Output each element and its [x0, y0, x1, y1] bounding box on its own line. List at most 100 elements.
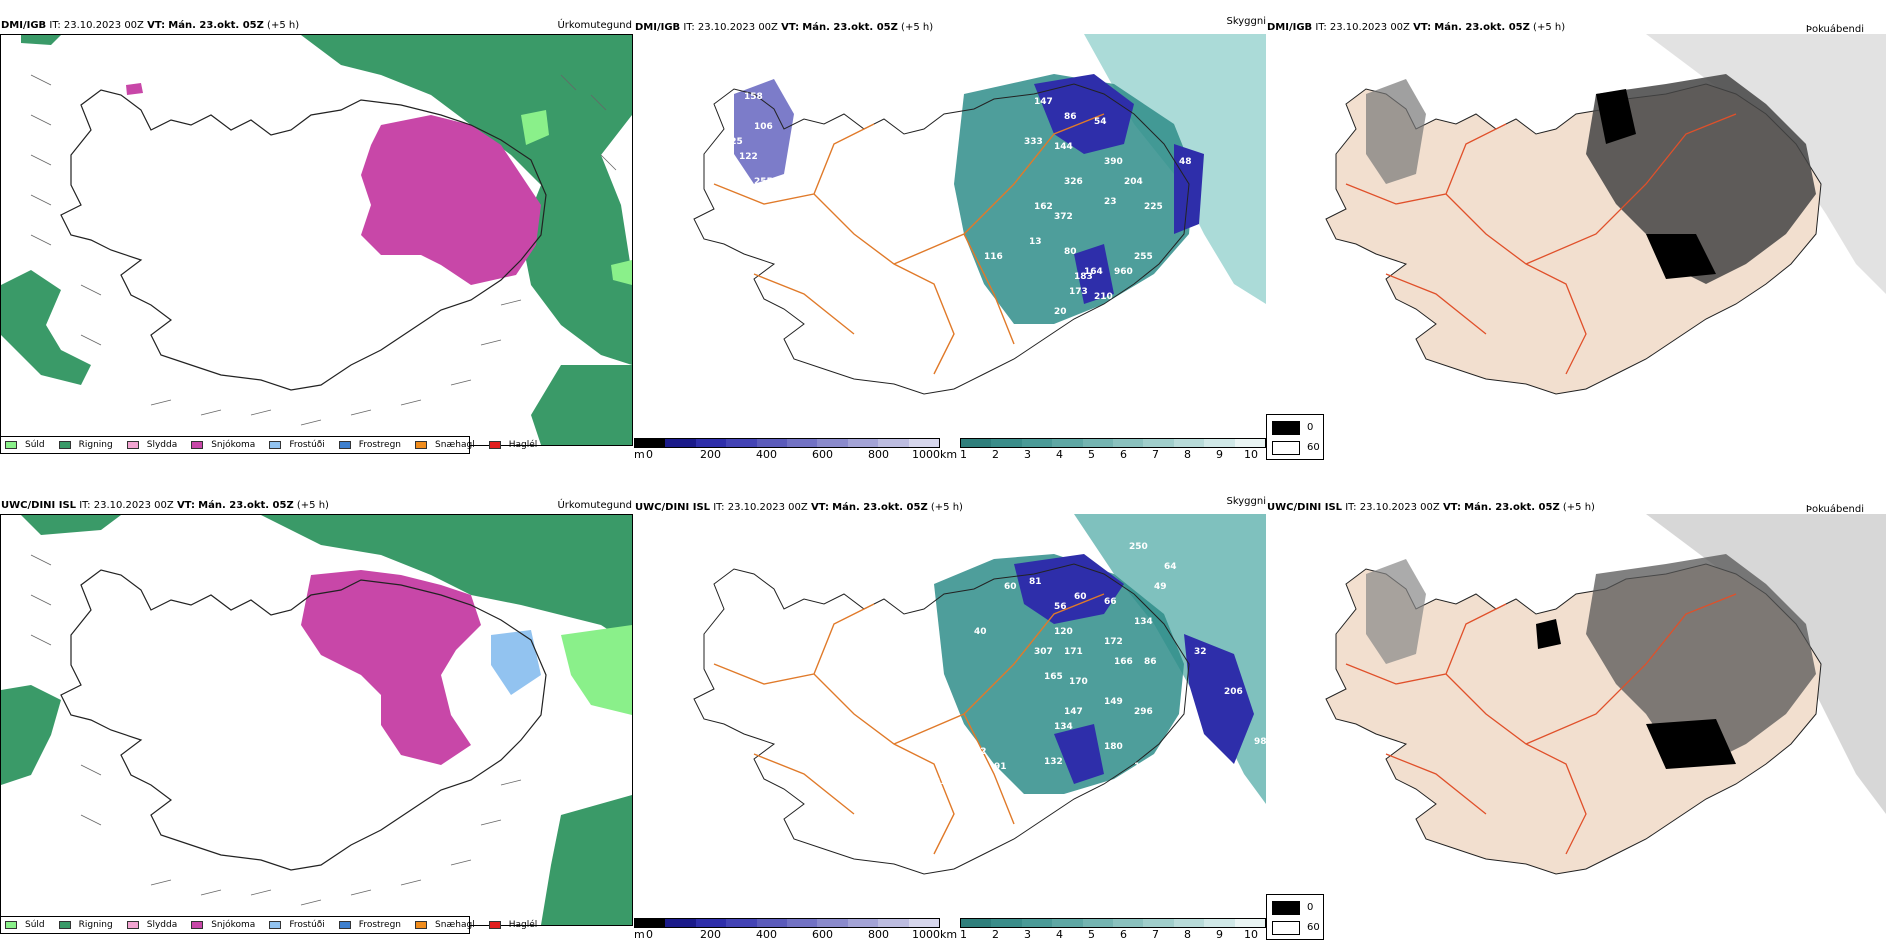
row2-fog-title: Þokuábendi: [1805, 504, 1864, 515]
freezing-rain-swatch: [338, 441, 351, 449]
cloud-ceiling-label: 296: [1134, 707, 1153, 717]
sea-fog-area: [1646, 34, 1886, 294]
fog-dark-area: [1586, 74, 1816, 284]
cloud-ceiling-label: 147: [1064, 707, 1083, 717]
cloud-ceiling-label: 162: [1034, 202, 1053, 212]
freezing-drizzle-swatch: [269, 921, 282, 929]
cloud-ceiling-label: 146: [1034, 797, 1053, 807]
cloud-ceiling-label: 86: [799, 337, 812, 347]
fog-roads-2: [1345, 593, 1737, 855]
cloud-ceiling-label: 60: [1074, 592, 1087, 602]
cloud-ceiling-label: 206: [1224, 687, 1243, 697]
hail-swatch: [488, 441, 501, 449]
cloud-ceiling-label: 172: [1104, 637, 1123, 647]
fog-nw-area-2: [1366, 559, 1426, 664]
sleet-swatch: [126, 441, 139, 449]
rain-swatch: [58, 921, 71, 929]
row1-precip-header: DMI/IGB IT: 23.10.2023 00Z VT: Mán. 23.o…: [1, 20, 300, 31]
sleet-swatch: [126, 921, 139, 929]
cloud-ceiling-label: 54: [1094, 117, 1107, 127]
legend-item-rain: Rigning: [58, 440, 113, 450]
row2-precip-title: Úrkomutegund: [557, 500, 632, 511]
row2-fog-map: [1325, 514, 1886, 875]
island-outline-2: [60, 569, 547, 871]
wind-barbs-2: [30, 554, 522, 906]
cloud-ceiling-label: 23: [1104, 197, 1117, 207]
cloud-ceiling-label: 119: [784, 707, 803, 717]
cloud-ceiling-label: 326: [1064, 177, 1083, 187]
fog-low-swatch: [1272, 921, 1300, 935]
nw-ceiling-area: [734, 79, 794, 184]
cloud-ceiling-label: 372: [1054, 212, 1073, 222]
cloud-ceiling-label: 48: [1179, 157, 1192, 167]
cloud-ceiling-label: 56: [1054, 602, 1067, 612]
land-visibility-area-2: [934, 554, 1184, 794]
cloud-ceiling-label: 180: [1104, 742, 1123, 752]
cloud-ceiling-label: 148: [1064, 807, 1083, 817]
cloud-ceiling-label: 144: [1054, 142, 1073, 152]
cloud-ceiling-label: 21: [934, 777, 947, 787]
cloud-ceiling-label: 66: [1104, 597, 1117, 607]
legend-item-snow-pellets: Snæhagl: [415, 920, 475, 930]
cloud-ceiling-label: 60: [1004, 582, 1017, 592]
rain-swatch: [58, 441, 71, 449]
visibility-colorbar-row1: [960, 438, 1266, 448]
legend-item-snow: Snjókoma: [191, 440, 255, 450]
cloud-ceiling-label: 106: [754, 122, 773, 132]
cloud-ceiling-label: 183: [1074, 272, 1093, 282]
snow-swatch: [191, 921, 204, 929]
row2-fog-header: UWC/DINI ISL IT: 23.10.2023 00Z VT: Mán.…: [1267, 502, 1595, 513]
roads: [713, 113, 1105, 375]
cloud-ceiling-label: 133: [1114, 782, 1133, 792]
fog-high-swatch: [1272, 901, 1300, 915]
cloud-ceiling-label: 20: [1054, 307, 1067, 317]
precip-drizzle-area: [521, 110, 632, 285]
cloud-ceiling-label: 61: [964, 327, 977, 337]
ceiling-ticks-row1: m 0 200 400 600 800 1000: [634, 448, 940, 461]
cloud-ceiling-label: 164: [1084, 267, 1103, 277]
precip-rain-area-2: [1, 515, 632, 925]
cloud-ceiling-label: 171: [1064, 647, 1083, 657]
legend-item-freezing-rain: Frostregn: [338, 440, 401, 450]
row1-fog-title: Þokuábendi: [1805, 24, 1864, 35]
sea-visibility-area-2: [1074, 514, 1266, 804]
cloud-labels-row1: 158 106 125 122 255 88 147 86 54 333 144 390 48 326 20…: [724, 92, 1192, 347]
legend-item-hail: Haglél: [488, 440, 537, 450]
cloud-ceiling-label: 125: [724, 137, 743, 147]
precip-rain-area: [1, 35, 632, 445]
row1-precip-frame: [0, 34, 633, 446]
island-outline: [60, 89, 547, 391]
cloud-ceiling-label: 80: [1064, 247, 1077, 257]
ceiling-colorbar-row1: [634, 438, 940, 448]
ceiling-ticks-row2: m 0 200 400 600 800 1000: [634, 928, 940, 941]
precip-panel-row2: UWC/DINI ISL IT: 23.10.2023 00Z VT: Mán.…: [0, 492, 636, 950]
legend-item-snow-pellets: Snæhagl: [415, 440, 475, 450]
fog-nw-area: [1366, 79, 1426, 184]
cloud-ceiling-label: 255: [754, 177, 773, 187]
fog-dark-area-2: [1586, 554, 1816, 764]
snow-pellets-swatch: [415, 441, 428, 449]
cloud-ceiling-label: 132: [1044, 757, 1063, 767]
legend-item-freezing-drizzle: Frostúði: [269, 440, 325, 450]
roads-2: [713, 593, 1105, 855]
freezing-drizzle-swatch: [269, 441, 282, 449]
fog-black-area: [1596, 89, 1716, 279]
precip-snow-area: [126, 83, 541, 285]
cloud-ceiling-label: 250: [1129, 542, 1148, 552]
wind-barbs: [30, 74, 617, 426]
cloud-ceiling-label: 134: [1134, 617, 1153, 627]
cloud-ceiling-label: 81: [1029, 577, 1042, 587]
cloud-ceiling-label: 86: [1144, 657, 1157, 667]
cloud-ceiling-label: 204: [1124, 177, 1143, 187]
cloud-ceiling-label: 170: [1069, 677, 1088, 687]
cloud-ceiling-label: 13: [1029, 237, 1042, 247]
sea-fog-area-2: [1646, 514, 1886, 814]
cloud-ceiling-label: 173: [1069, 287, 1088, 297]
cloud-labels-row2: 250 64 49 81 60 56 60 66 134 40 120 171 172 307 166 86 3…: [784, 542, 1266, 817]
cloud-ceiling-label: 333: [1024, 137, 1043, 147]
cloud-ceiling-label: 64: [1164, 562, 1177, 572]
row2-precip-map: [1, 515, 632, 925]
cloud-ceiling-label: 42: [974, 747, 987, 757]
cloud-ceiling-label: 180: [864, 257, 883, 267]
snow-swatch: [191, 441, 204, 449]
